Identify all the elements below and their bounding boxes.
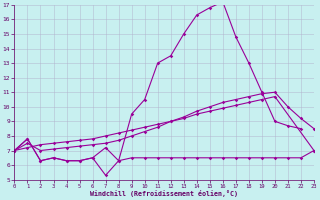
X-axis label: Windchill (Refroidissement éolien,°C): Windchill (Refroidissement éolien,°C)	[90, 190, 238, 197]
